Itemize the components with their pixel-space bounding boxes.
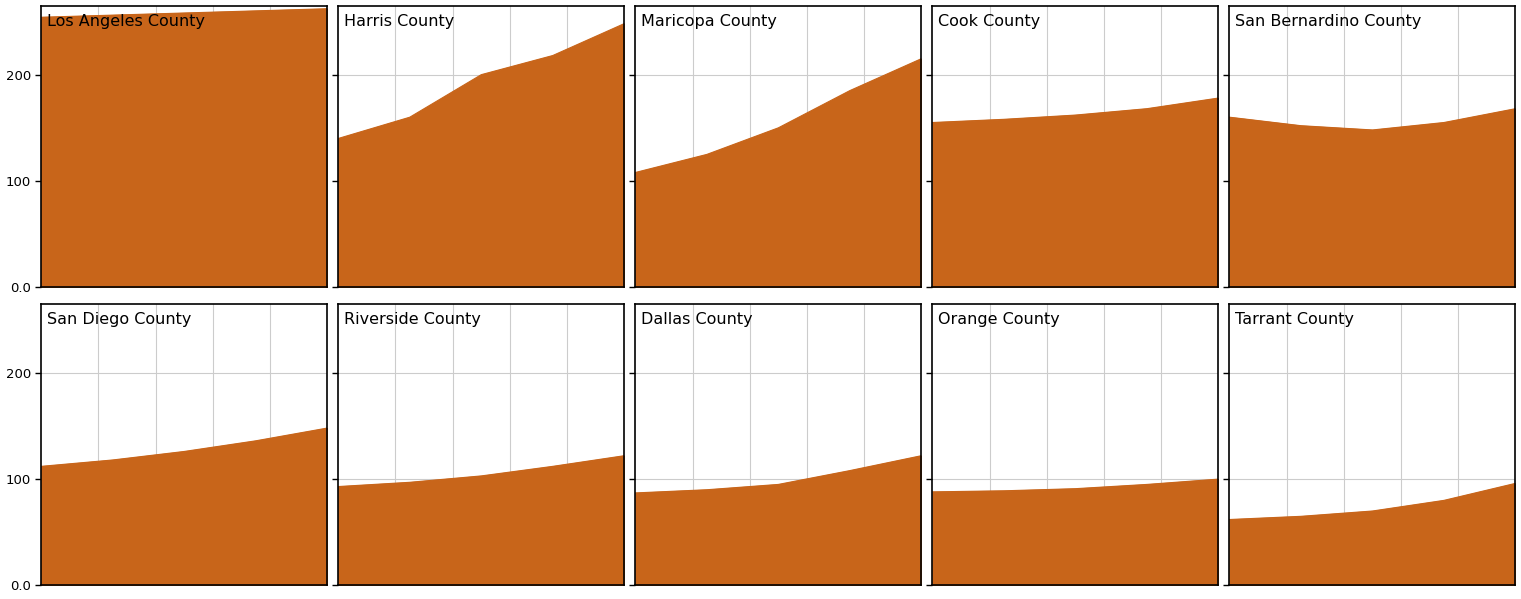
Text: Dallas County: Dallas County [640,312,753,327]
Text: Riverside County: Riverside County [344,312,481,327]
Text: Cook County: Cook County [938,14,1040,29]
Text: Harris County: Harris County [344,14,455,29]
Text: Orange County: Orange County [938,312,1060,327]
Text: Tarrant County: Tarrant County [1235,312,1354,327]
Text: Los Angeles County: Los Angeles County [47,14,205,29]
Text: San Diego County: San Diego County [47,312,192,327]
Text: Maricopa County: Maricopa County [640,14,777,29]
Text: San Bernardino County: San Bernardino County [1235,14,1422,29]
